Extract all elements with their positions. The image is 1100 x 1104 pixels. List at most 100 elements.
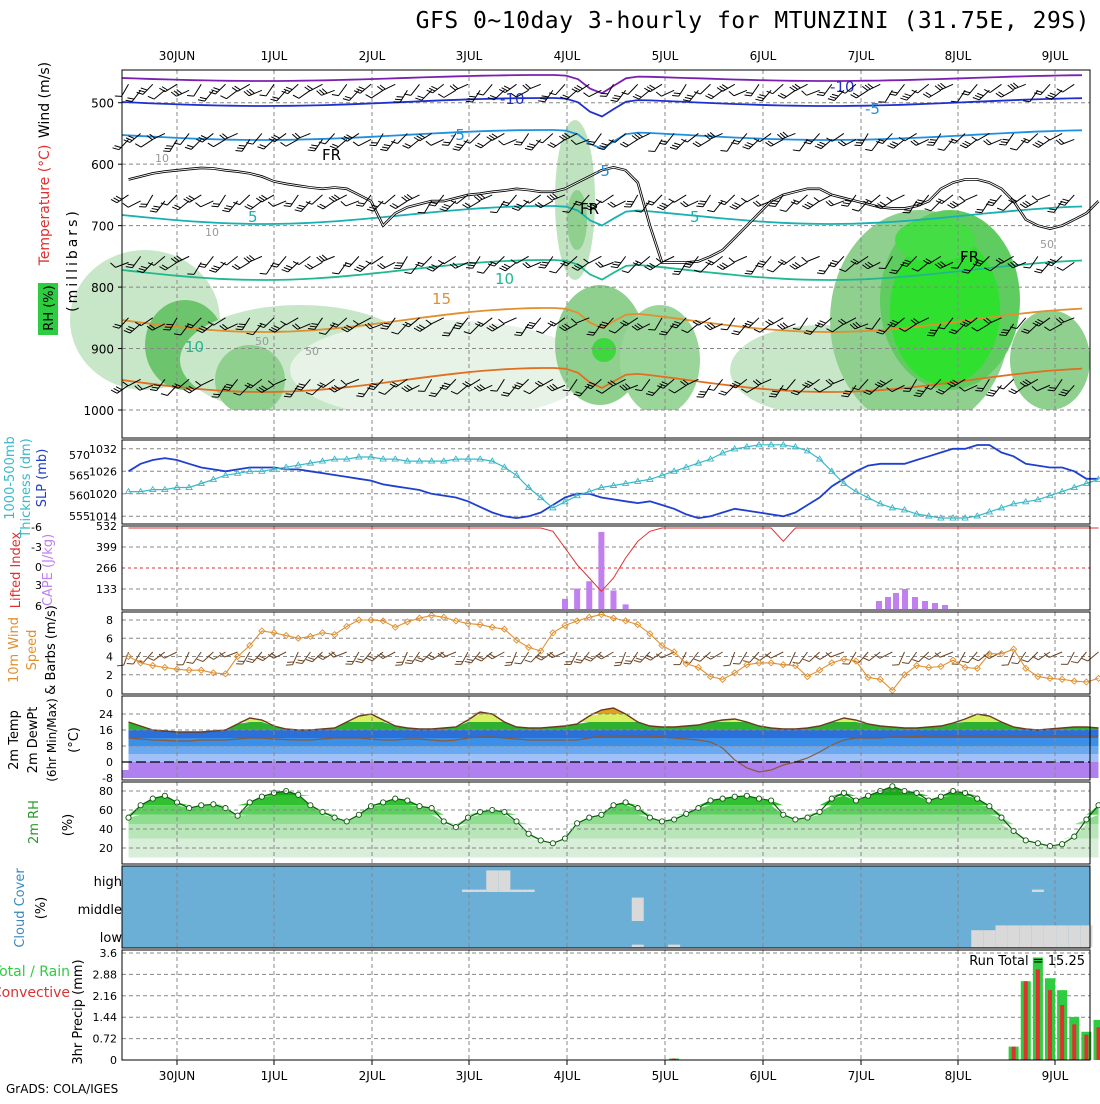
chart-title: GFS 0~10day 3-hourly for MTUNZINI (31.75… (400, 8, 1090, 34)
wind-barb (394, 253, 408, 271)
wind-barb-staff (492, 133, 504, 140)
wind-barb-staff (1001, 90, 1013, 97)
wind-barb-staff (639, 256, 650, 265)
rh-marker (829, 796, 834, 801)
rh-marker (647, 815, 652, 820)
rh-contour-label: 10 (205, 226, 219, 239)
wind-barb (938, 136, 953, 153)
cape-bar (932, 603, 938, 609)
wind-barb-flag (802, 90, 807, 97)
wind-tick-label: 4 (106, 651, 113, 664)
wind-barb-staff (323, 201, 334, 209)
wind-barb (208, 134, 226, 148)
wind-axis-title: Wind (m/s) (37, 62, 53, 138)
wind-barb-staff (1004, 379, 1014, 389)
rh-tick-label: 60 (99, 804, 113, 817)
wind-barb (111, 190, 128, 204)
wind-barb (644, 79, 662, 93)
cloud-cover-block (632, 945, 644, 947)
cloud-panel-bg (122, 866, 1090, 948)
wind-barb-staff (170, 139, 177, 151)
thickness-axis-title: 1000-500mb (3, 436, 18, 520)
wind-barb (986, 191, 1002, 208)
precip-convective-legend: Convective (0, 985, 70, 1001)
wind-barb (646, 191, 662, 207)
rh2m-axis-units: (%) (61, 814, 76, 837)
rh-marker (538, 838, 543, 843)
wind-barb-staff (545, 256, 553, 268)
temp-tick-label: 0 (106, 756, 113, 769)
wind-axis-title: 10m Wind (7, 617, 22, 683)
temperature-axis-title: Temperature (°C) (37, 145, 53, 267)
precip-conv-bar (1097, 1027, 1100, 1060)
rh-marker (1023, 838, 1028, 843)
wind-barb-staff (122, 84, 129, 96)
wind-barb (429, 191, 444, 208)
wind-barb (295, 197, 311, 214)
wind-barb-staff (964, 195, 977, 201)
precip-tick-label: 1.44 (93, 1011, 118, 1024)
wind-barb (501, 191, 517, 208)
wind-barb-staff (226, 90, 237, 98)
wind-barb-flag (721, 327, 728, 333)
rh-marker (465, 815, 470, 820)
wind-barb (150, 197, 165, 214)
temp-axis-units: (°C) (67, 727, 82, 753)
wind-barb (512, 197, 529, 213)
wind-barb (745, 259, 759, 277)
precip-tick-label: 0.72 (93, 1033, 118, 1046)
cape-bar (876, 601, 882, 609)
wind-barb (415, 252, 431, 268)
cape-tick-label: 133 (96, 583, 117, 596)
rh-marker (781, 812, 786, 817)
wind-barb-staff (339, 84, 347, 95)
wind-barb (332, 259, 347, 276)
rh-marker (138, 803, 143, 808)
wind-barb-staff (167, 195, 177, 205)
wind-barb-staff (1037, 195, 1050, 200)
rh-marker (708, 798, 713, 803)
wind-barb (260, 81, 274, 98)
wind-barb-staff (760, 133, 771, 141)
wind-barb-flag (793, 147, 800, 153)
cloud-cover-block (668, 945, 680, 947)
wind-barb-staff (666, 133, 675, 144)
wind-barb-staff (736, 201, 747, 209)
cape-tick-label: 266 (96, 562, 117, 575)
li-axis-title: Lifted Index (9, 531, 24, 608)
wind-barb (1057, 79, 1074, 93)
rh-marker (393, 796, 398, 801)
credit-footer: GrADS: COLA/IGES (6, 1082, 118, 1096)
wind-barb (341, 128, 358, 142)
wind-barb (163, 136, 177, 154)
wind-barb-staff (807, 256, 820, 261)
wind-barb-staff (542, 133, 552, 142)
wind-barb-staff (799, 139, 807, 150)
wind-barb-staff (738, 324, 747, 335)
wind-barb (477, 80, 493, 97)
wind-barb (137, 80, 153, 96)
rh-marker (368, 804, 373, 809)
wind-barb-flag (220, 94, 226, 101)
wind-barb-staff (383, 84, 396, 90)
wind-barb-staff (253, 133, 262, 144)
wind-barb (935, 79, 953, 91)
rh-shade-region (567, 190, 587, 250)
wind-barb-staff (385, 195, 396, 204)
cloud-cover-block (1008, 925, 1020, 947)
wind-barb-staff (712, 256, 723, 265)
wind-barb (232, 257, 250, 271)
wind-barb (705, 128, 723, 140)
pressure-tick-label: 600 (91, 158, 114, 172)
rh-shade-region (1010, 310, 1090, 410)
wind-barb-staff (422, 256, 432, 266)
wind-barb (778, 85, 795, 100)
rh-marker (866, 793, 871, 798)
wind-barb (343, 252, 359, 269)
wind-barb-staff (556, 84, 565, 94)
top-date-label-30jun: 30JUN (159, 49, 196, 63)
top-date-label-9jul: 9JUL (1042, 49, 1069, 63)
slp-tick-label: 1020 (89, 488, 117, 501)
wind-barb (717, 257, 735, 271)
wind-barb-flag (499, 318, 504, 325)
